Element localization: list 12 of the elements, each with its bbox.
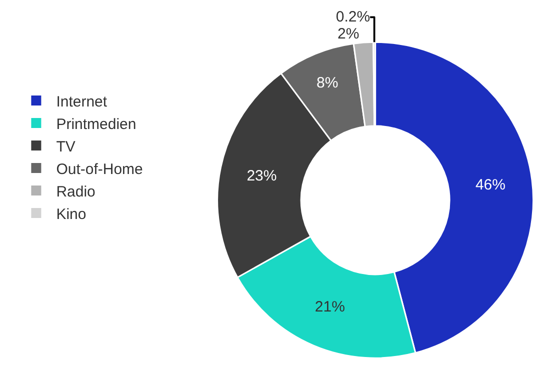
data-label: 2% [337, 26, 360, 43]
data-label: 21% [314, 298, 345, 316]
data-label: 23% [246, 167, 277, 184]
legend-label: Internet [56, 93, 108, 110]
legend-label: Kino [56, 206, 86, 223]
legend-label: Out-of-Home [56, 160, 143, 178]
data-label: 8% [316, 74, 338, 92]
data-label: 0.2% [336, 8, 370, 26]
legend-label: Printmedien [56, 116, 136, 133]
legend-label: Radio [56, 183, 96, 200]
legend-label: TV [56, 138, 76, 156]
data-label: 46% [475, 176, 506, 194]
